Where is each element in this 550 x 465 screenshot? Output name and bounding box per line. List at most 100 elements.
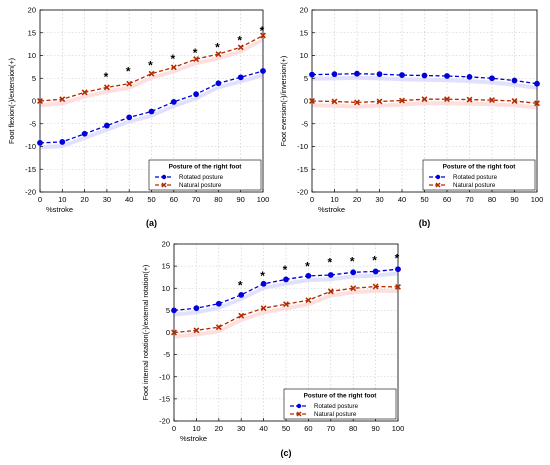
x-marker-stroke <box>171 329 177 336</box>
significance-marker: * <box>327 256 332 270</box>
x-marker-stroke <box>511 98 518 104</box>
x-tick-label: 90 <box>510 195 518 204</box>
y-tick-label: -15 <box>159 394 170 403</box>
legend: Posture of the right foot Rotated posture… <box>283 388 397 420</box>
data-point-natural <box>421 96 428 103</box>
data-point-rotated <box>466 73 473 80</box>
data-point-rotated <box>215 300 222 307</box>
x-marker-stroke <box>237 44 244 51</box>
variability-band-rotated <box>174 271 398 317</box>
data-point-rotated <box>327 272 334 278</box>
series-line-rotated <box>39 70 264 144</box>
x-marker-stroke <box>372 283 379 290</box>
x-marker-stroke <box>170 64 177 71</box>
data-point-natural <box>489 97 495 104</box>
data-point-natural <box>238 312 245 319</box>
data-point-natural <box>444 96 450 103</box>
significance-marker: * <box>237 34 242 48</box>
significance-marker: * <box>260 24 265 38</box>
data-point-natural <box>81 89 88 96</box>
data-point-rotated <box>354 70 360 77</box>
variability-band-natural <box>312 101 537 110</box>
data-point-rotated <box>305 272 312 279</box>
data-point-natural <box>171 329 177 336</box>
data-point-natural <box>376 98 383 105</box>
x-tick-label: 90 <box>237 195 245 204</box>
data-point-rotated <box>238 291 245 298</box>
x-tick-label: 70 <box>192 195 200 204</box>
y-tick-label: 5 <box>304 74 308 83</box>
data-point-rotated <box>81 130 88 137</box>
data-point-rotated <box>237 74 244 81</box>
x-tick-label: 100 <box>392 424 405 433</box>
data-point-natural <box>534 100 540 107</box>
legend: Posture of the right foot Rotated posture… <box>148 159 262 191</box>
significance-marker: * <box>104 70 109 84</box>
y-tick-label: 20 <box>300 6 308 15</box>
x-marker-stroke <box>238 312 245 319</box>
x-tick-label: 30 <box>237 424 245 433</box>
legend-title: Posture of the right foot <box>304 393 378 400</box>
x-marker-stroke <box>193 56 200 63</box>
data-point-rotated <box>372 268 379 275</box>
y-tick-label: -10 <box>159 372 170 381</box>
x-marker-stroke <box>421 96 428 103</box>
x-tick-label: 0 <box>310 195 314 204</box>
data-point-rotated <box>444 73 450 79</box>
x-tick-label: 100 <box>257 195 270 204</box>
y-tick-label: 10 <box>300 51 308 60</box>
data-point-rotated <box>171 307 177 314</box>
x-tick-label: 80 <box>214 195 222 204</box>
legend-label-natural: Natural posture <box>453 182 496 189</box>
data-point-rotated <box>511 77 518 84</box>
significance-marker: * <box>283 263 288 277</box>
y-tick-label: -20 <box>297 188 308 197</box>
x-tick-label: 40 <box>398 195 406 204</box>
y-tick-label: -10 <box>25 142 36 151</box>
x-axis-label: %stroke <box>318 205 345 214</box>
data-point-natural <box>103 84 110 91</box>
data-point-rotated <box>215 80 222 87</box>
legend-marker-rotated <box>435 174 441 180</box>
x-marker-stroke <box>126 80 133 87</box>
y-tick-label: 0 <box>166 328 170 337</box>
legend-marker-rotated <box>161 174 167 180</box>
data-point-rotated <box>421 72 428 79</box>
x-marker-stroke <box>283 301 289 308</box>
data-point-rotated <box>331 71 338 78</box>
y-tick-label: -20 <box>25 188 36 197</box>
legend-marker-natural <box>435 182 441 188</box>
y-tick-label: -15 <box>25 165 36 174</box>
x-marker-stroke <box>260 32 266 39</box>
significance-marker: * <box>170 52 175 66</box>
y-tick-label: 15 <box>300 28 308 37</box>
data-point-rotated <box>309 71 315 78</box>
x-tick-label: 10 <box>192 424 200 433</box>
data-point-natural <box>59 96 66 103</box>
legend-label-rotated: Rotated posture <box>179 174 224 181</box>
chart-panel-a: 0 10 20 30 40 50 60 70 80 90 100 -20 -15 -10 -5 0 5 10 15 2… <box>7 6 269 228</box>
data-point-rotated <box>126 114 133 121</box>
x-marker-stroke <box>354 99 360 106</box>
data-point-rotated <box>260 280 267 287</box>
x-axis-label: %stroke <box>180 434 207 443</box>
x-tick-label: 100 <box>531 195 544 204</box>
variability-band-rotated <box>312 75 537 90</box>
x-tick-label: 10 <box>58 195 66 204</box>
y-tick-label: 5 <box>166 306 170 315</box>
data-point-natural <box>237 44 244 51</box>
x-marker-stroke <box>37 98 43 104</box>
data-point-rotated <box>170 99 177 105</box>
legend-title: Posture of the right foot <box>169 164 243 171</box>
x-marker-stroke <box>215 51 222 58</box>
significance-marker: * <box>305 260 310 274</box>
data-point-natural <box>193 327 200 334</box>
x-tick-label: 80 <box>488 195 496 204</box>
x-marker-stroke <box>466 96 473 103</box>
legend-marker-natural <box>161 182 167 188</box>
y-tick-label: 20 <box>162 240 170 249</box>
x-marker-stroke <box>193 327 200 334</box>
x-tick-label: 50 <box>147 195 155 204</box>
data-point-rotated <box>376 71 383 78</box>
